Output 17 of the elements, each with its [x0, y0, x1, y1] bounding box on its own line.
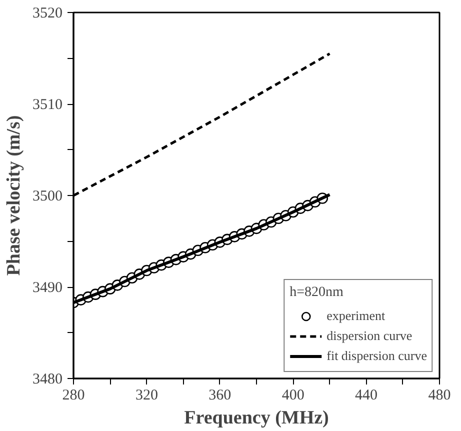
y-tick-label: 3500 [32, 188, 62, 204]
legend-label: fit dispersion curve [326, 348, 427, 364]
y-tick-label: 3520 [32, 6, 62, 22]
y-tick-label: 3510 [32, 97, 62, 113]
legend-title: h=820nm [290, 285, 344, 301]
x-tick-label: 440 [355, 388, 378, 404]
x-tick-label: 320 [135, 388, 158, 404]
x-tick-label: 360 [208, 388, 232, 404]
x-tick-label: 480 [428, 388, 451, 404]
y-tick-label: 3490 [32, 280, 62, 296]
x-axis-title: Frequency (MHz) [184, 408, 329, 428]
x-tick-label: 280 [62, 388, 85, 404]
y-tick-label: 3480 [32, 372, 62, 388]
y-axis-title: Phase velocity (m/s) [4, 115, 24, 276]
legend-label: dispersion curve [326, 328, 412, 344]
x-tick-label: 400 [282, 388, 304, 404]
legend-label: experiment [326, 308, 386, 324]
